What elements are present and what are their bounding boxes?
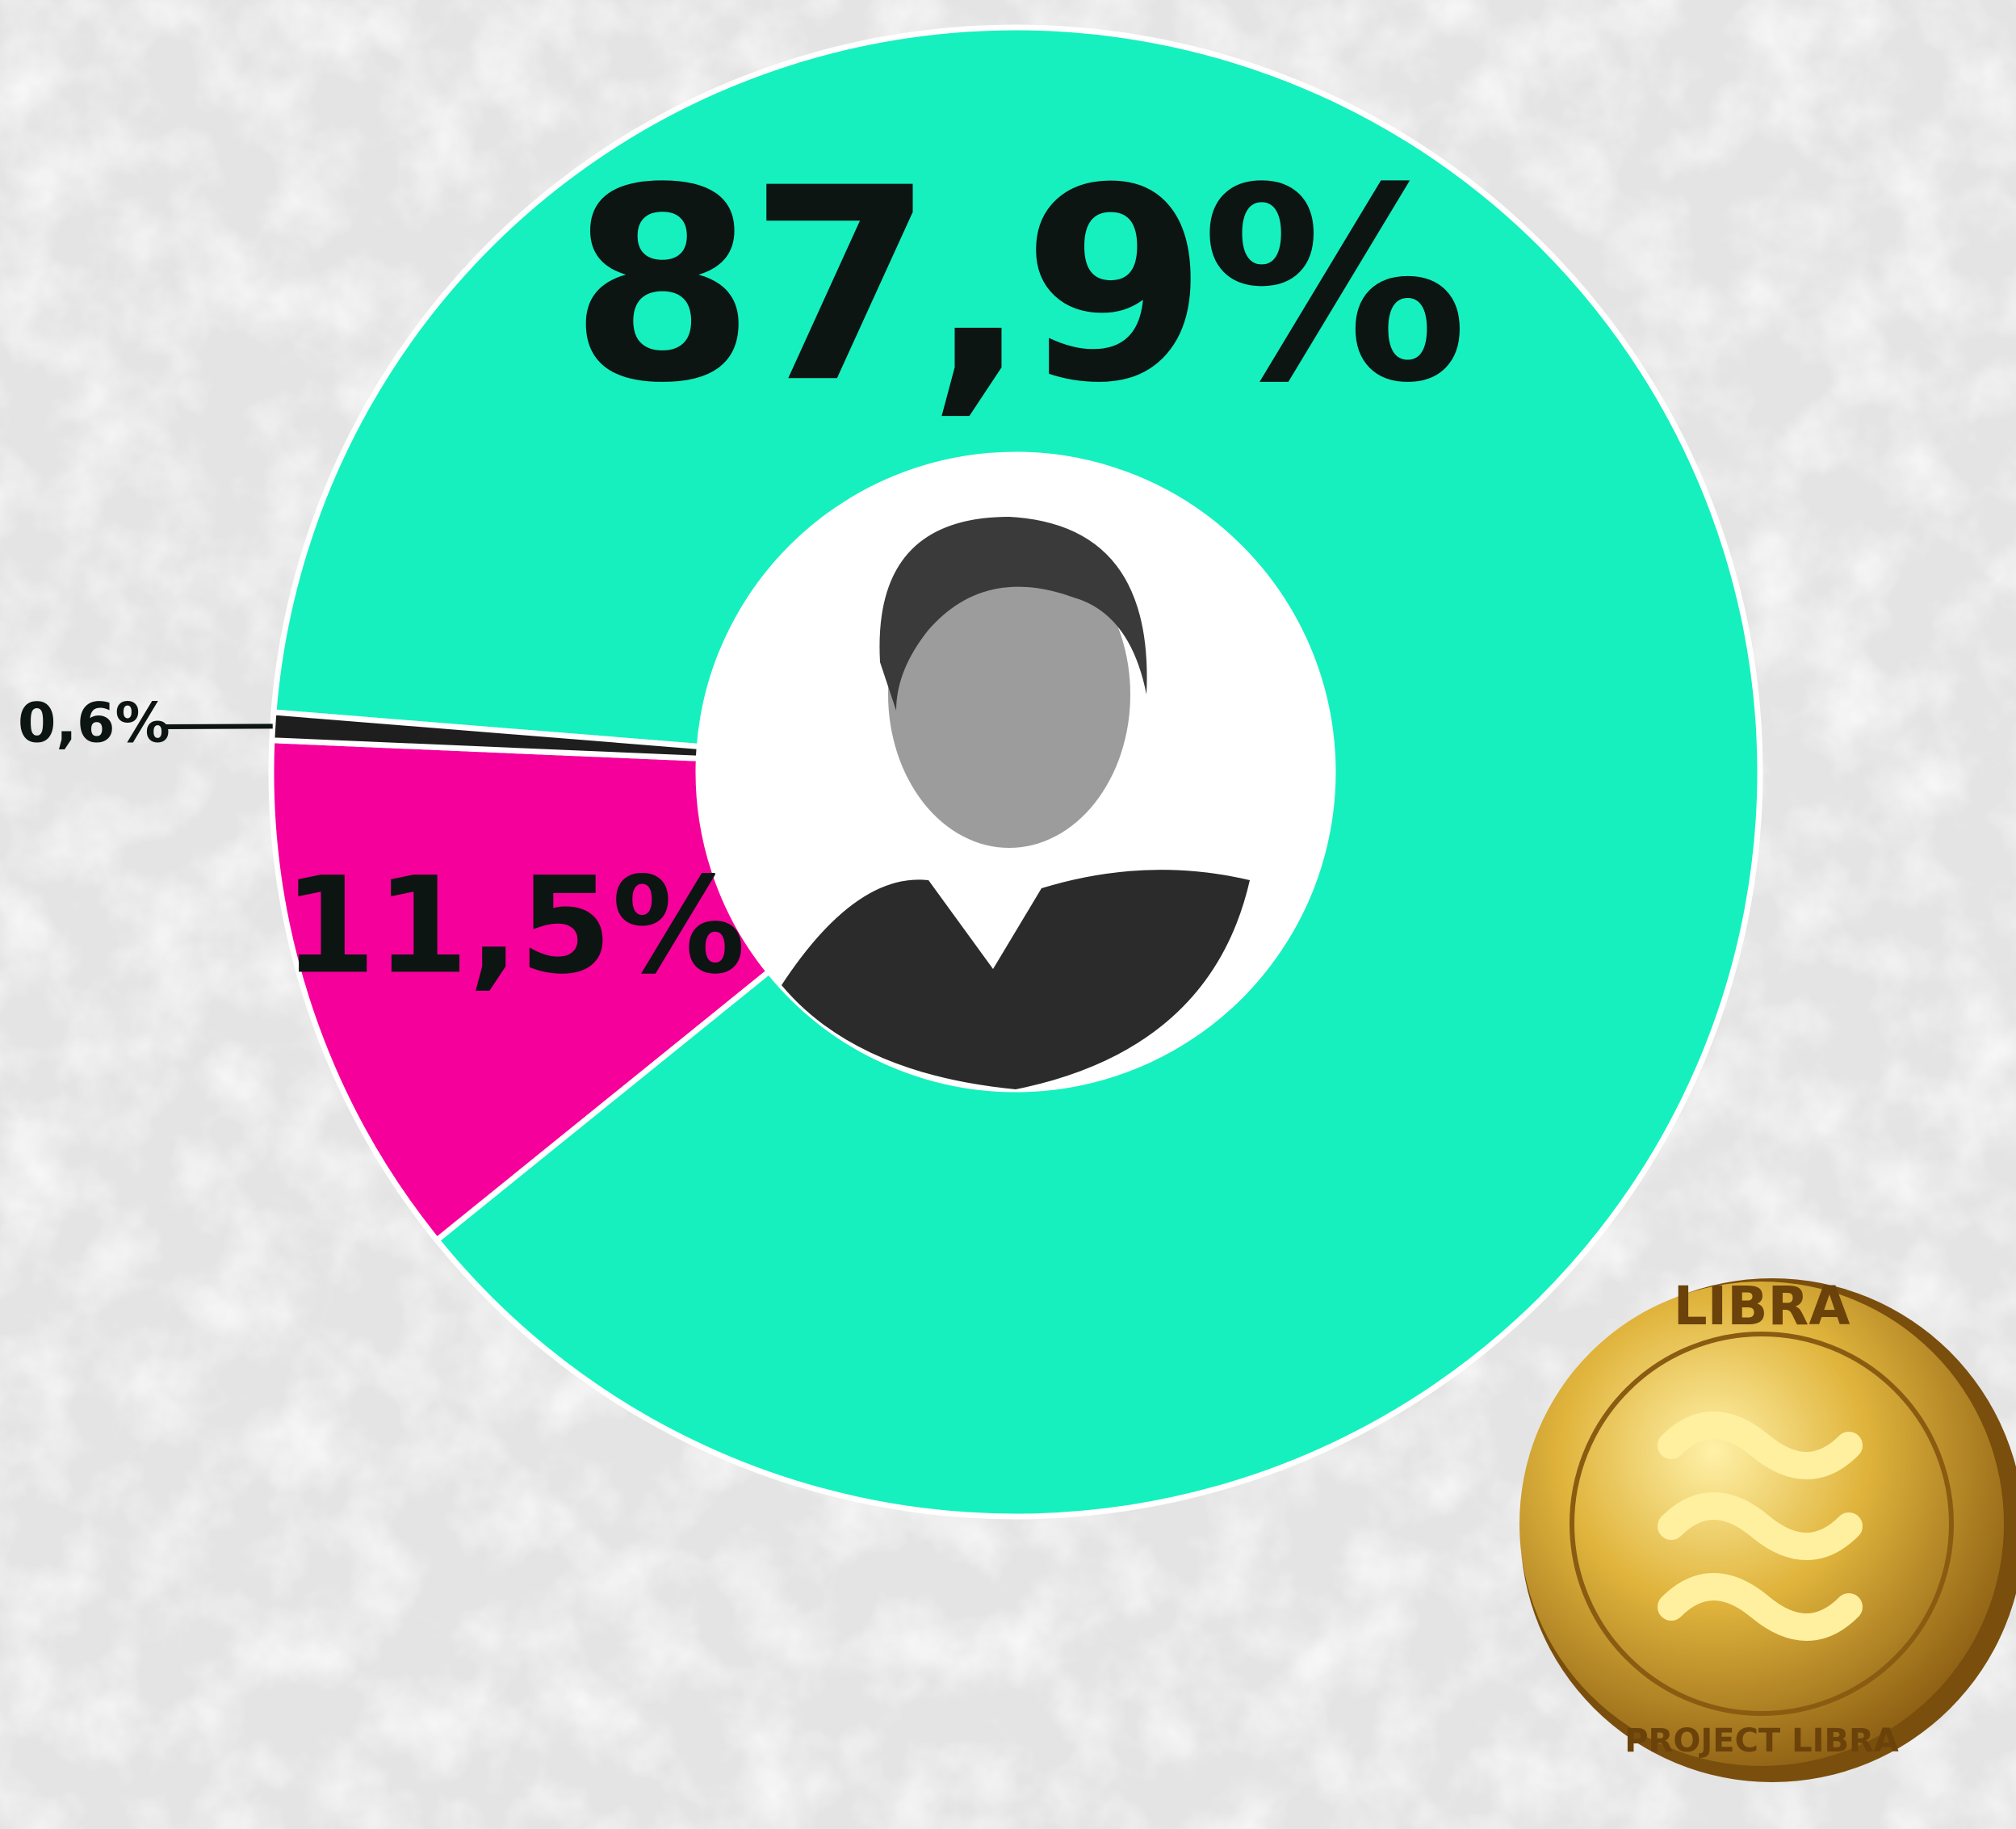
portrait bbox=[698, 455, 1333, 1089]
value-label: 11,5% bbox=[283, 848, 745, 1003]
page: {"chart_data": {"type": "donut", "values… bbox=[0, 0, 2016, 1829]
leader-line bbox=[166, 726, 273, 727]
coin-bottom-text: PROJECT LIBRA bbox=[1624, 1722, 1899, 1760]
coin-top-text: LIBRA bbox=[1674, 1275, 1850, 1337]
chart: 87,9% 11,5% 0,6% LIBRA PROJECT LIBRA bbox=[0, 0, 2016, 1829]
coin: LIBRA PROJECT LIBRA bbox=[1519, 1275, 2016, 1782]
value-label: 87,9% bbox=[570, 131, 1464, 441]
value-label: 0,6% bbox=[18, 692, 170, 756]
